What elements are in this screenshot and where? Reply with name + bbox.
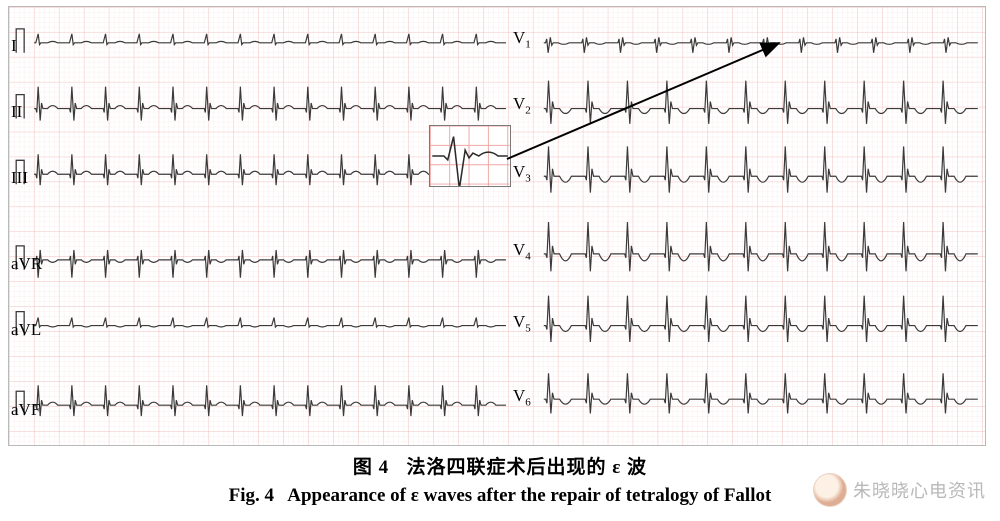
lead-label-I: I bbox=[11, 37, 17, 54]
inset-magnified-box bbox=[429, 125, 511, 187]
lead-label-aVF: aVF bbox=[11, 401, 40, 418]
lead-label-V6: V6 bbox=[513, 387, 531, 408]
lead-label-V1: V1 bbox=[513, 29, 531, 50]
ecg-traces bbox=[9, 7, 985, 445]
fig-label-cn: 图 4 bbox=[353, 457, 389, 478]
lead-label-aVL: aVL bbox=[11, 321, 41, 338]
lead-label-V4: V4 bbox=[513, 241, 531, 262]
ecg-grid bbox=[9, 7, 985, 446]
annotation-arrow bbox=[9, 7, 986, 446]
lead-label-V5: V5 bbox=[513, 313, 531, 334]
lead-label-V3: V3 bbox=[513, 163, 531, 184]
title-en: Appearance of ε waves after the repair o… bbox=[287, 485, 771, 506]
title-cn: 法洛四联症术后出现的 ε 波 bbox=[406, 457, 647, 478]
lead-label-III: III bbox=[11, 169, 28, 186]
lead-label-II: II bbox=[11, 103, 22, 120]
inset-svg bbox=[430, 126, 510, 186]
lead-label-aVR: aVR bbox=[11, 255, 42, 272]
watermark: 朱晓晓心电资讯 bbox=[813, 473, 986, 507]
lead-label-V2: V2 bbox=[513, 95, 531, 116]
watermark-avatar-icon bbox=[813, 473, 847, 507]
watermark-text: 朱晓晓心电资讯 bbox=[853, 477, 986, 503]
fig-label-en: Fig. 4 bbox=[229, 485, 274, 506]
ecg-panel: IIIIIIaVRaVLaVFV1V2V3V4V5V6 bbox=[8, 6, 986, 446]
